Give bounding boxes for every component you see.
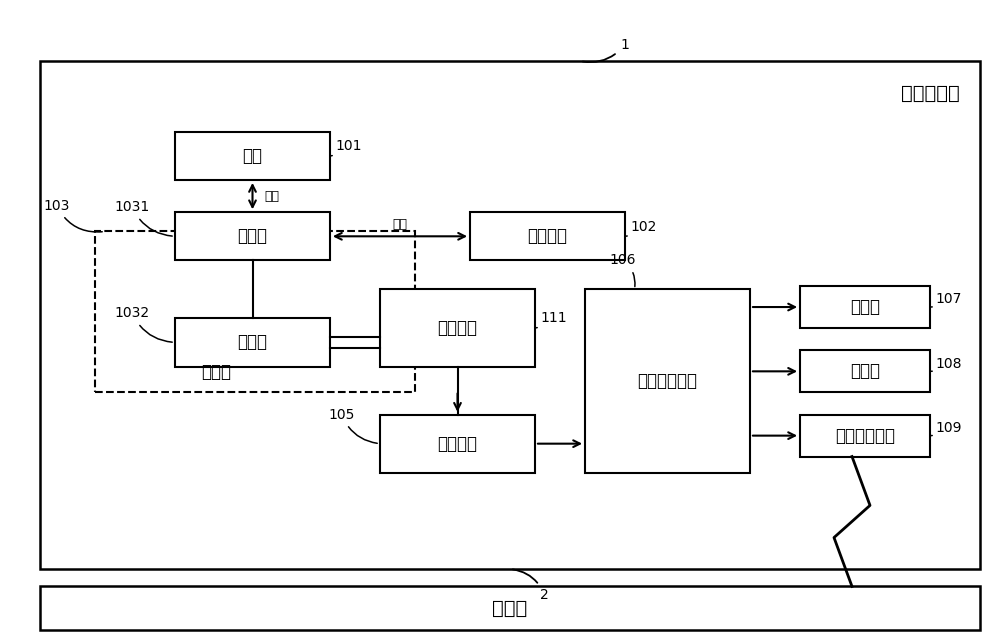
Text: 109: 109 bbox=[930, 421, 962, 436]
Bar bbox=[470, 212, 625, 260]
Text: 105: 105 bbox=[329, 408, 377, 443]
Bar bbox=[175, 132, 330, 180]
Text: 电压输出模块: 电压输出模块 bbox=[638, 372, 698, 390]
Text: 存储器: 存储器 bbox=[850, 298, 880, 316]
Bar bbox=[800, 350, 930, 392]
Text: 无线通讯模块: 无线通讯模块 bbox=[835, 427, 895, 444]
Text: 复位部件: 复位部件 bbox=[528, 228, 568, 245]
Text: 111: 111 bbox=[535, 311, 567, 328]
Bar bbox=[40, 586, 980, 630]
Text: 处理器: 处理器 bbox=[850, 363, 880, 380]
Text: 106: 106 bbox=[610, 253, 636, 287]
Text: 102: 102 bbox=[625, 220, 656, 237]
Text: 接收端: 接收端 bbox=[492, 599, 528, 618]
Bar bbox=[95, 231, 415, 392]
Text: 感应部: 感应部 bbox=[238, 334, 268, 351]
Bar bbox=[40, 61, 980, 569]
Text: 107: 107 bbox=[930, 293, 961, 307]
Text: 1: 1 bbox=[583, 38, 629, 62]
Bar bbox=[585, 289, 750, 473]
Bar bbox=[800, 415, 930, 457]
Bar bbox=[175, 212, 330, 260]
Text: 整流模块: 整流模块 bbox=[438, 319, 478, 337]
Text: 101: 101 bbox=[330, 140, 361, 156]
Text: 按键: 按键 bbox=[242, 147, 262, 165]
Bar bbox=[175, 318, 330, 367]
Text: 运动部: 运动部 bbox=[238, 228, 268, 245]
Bar bbox=[380, 289, 535, 367]
Text: 发电机: 发电机 bbox=[202, 363, 232, 381]
Bar bbox=[380, 415, 535, 473]
Text: 传动: 传动 bbox=[392, 218, 408, 231]
Bar bbox=[800, 286, 930, 328]
Text: 103: 103 bbox=[44, 199, 102, 232]
Text: 1032: 1032 bbox=[115, 307, 172, 342]
Text: 108: 108 bbox=[930, 357, 962, 371]
Text: 储能模块: 储能模块 bbox=[438, 435, 478, 453]
Text: 2: 2 bbox=[513, 570, 549, 602]
Text: 传动: 传动 bbox=[264, 190, 280, 203]
Text: 1031: 1031 bbox=[115, 201, 172, 236]
Text: 自发电开关: 自发电开关 bbox=[901, 84, 960, 103]
